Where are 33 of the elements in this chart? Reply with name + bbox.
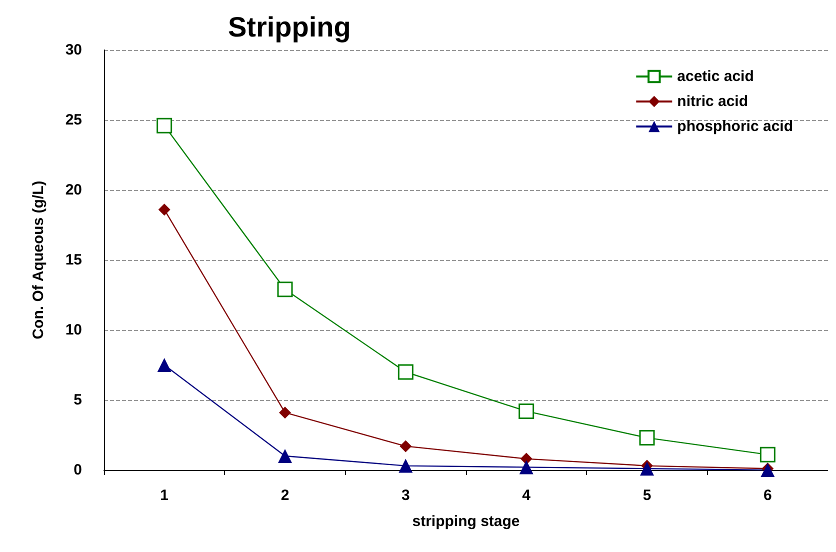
point (398, 458, 413, 473)
x-tick-label: 4 (522, 487, 532, 504)
point (158, 204, 170, 216)
x-tick-label: 2 (280, 487, 290, 504)
point (277, 282, 293, 298)
y-tick-label: 15 (65, 252, 82, 268)
x-axis-title: stripping stage (412, 513, 520, 530)
x-tick-label: 5 (642, 487, 652, 504)
y-tick-label: 30 (65, 42, 82, 58)
y-axis-title: Con. Of Aqueous (g/L) (30, 180, 47, 340)
x-tick-label: 3 (401, 487, 410, 504)
point (639, 430, 655, 446)
chart-title: Stripping (228, 12, 351, 42)
x-tick-label: 1 (160, 487, 169, 504)
point (157, 358, 172, 372)
y-tick-label: 25 (65, 112, 82, 128)
point (156, 118, 172, 134)
legend-label: phosphoric acid (677, 118, 794, 135)
point (760, 446, 776, 462)
x-tick-label: 6 (763, 487, 772, 504)
y-tick-label: 10 (65, 322, 82, 338)
legend-label: acetic acid (677, 68, 754, 85)
point (640, 462, 654, 476)
point (519, 460, 534, 474)
y-tick-label: 0 (74, 462, 82, 478)
point (398, 364, 414, 380)
legend-label: nitric acid (677, 93, 748, 110)
point (400, 440, 412, 452)
point (279, 406, 291, 419)
point (518, 403, 534, 419)
y-tick-label: 20 (65, 182, 82, 198)
y-tick-label: 5 (74, 392, 82, 408)
point (278, 449, 292, 463)
